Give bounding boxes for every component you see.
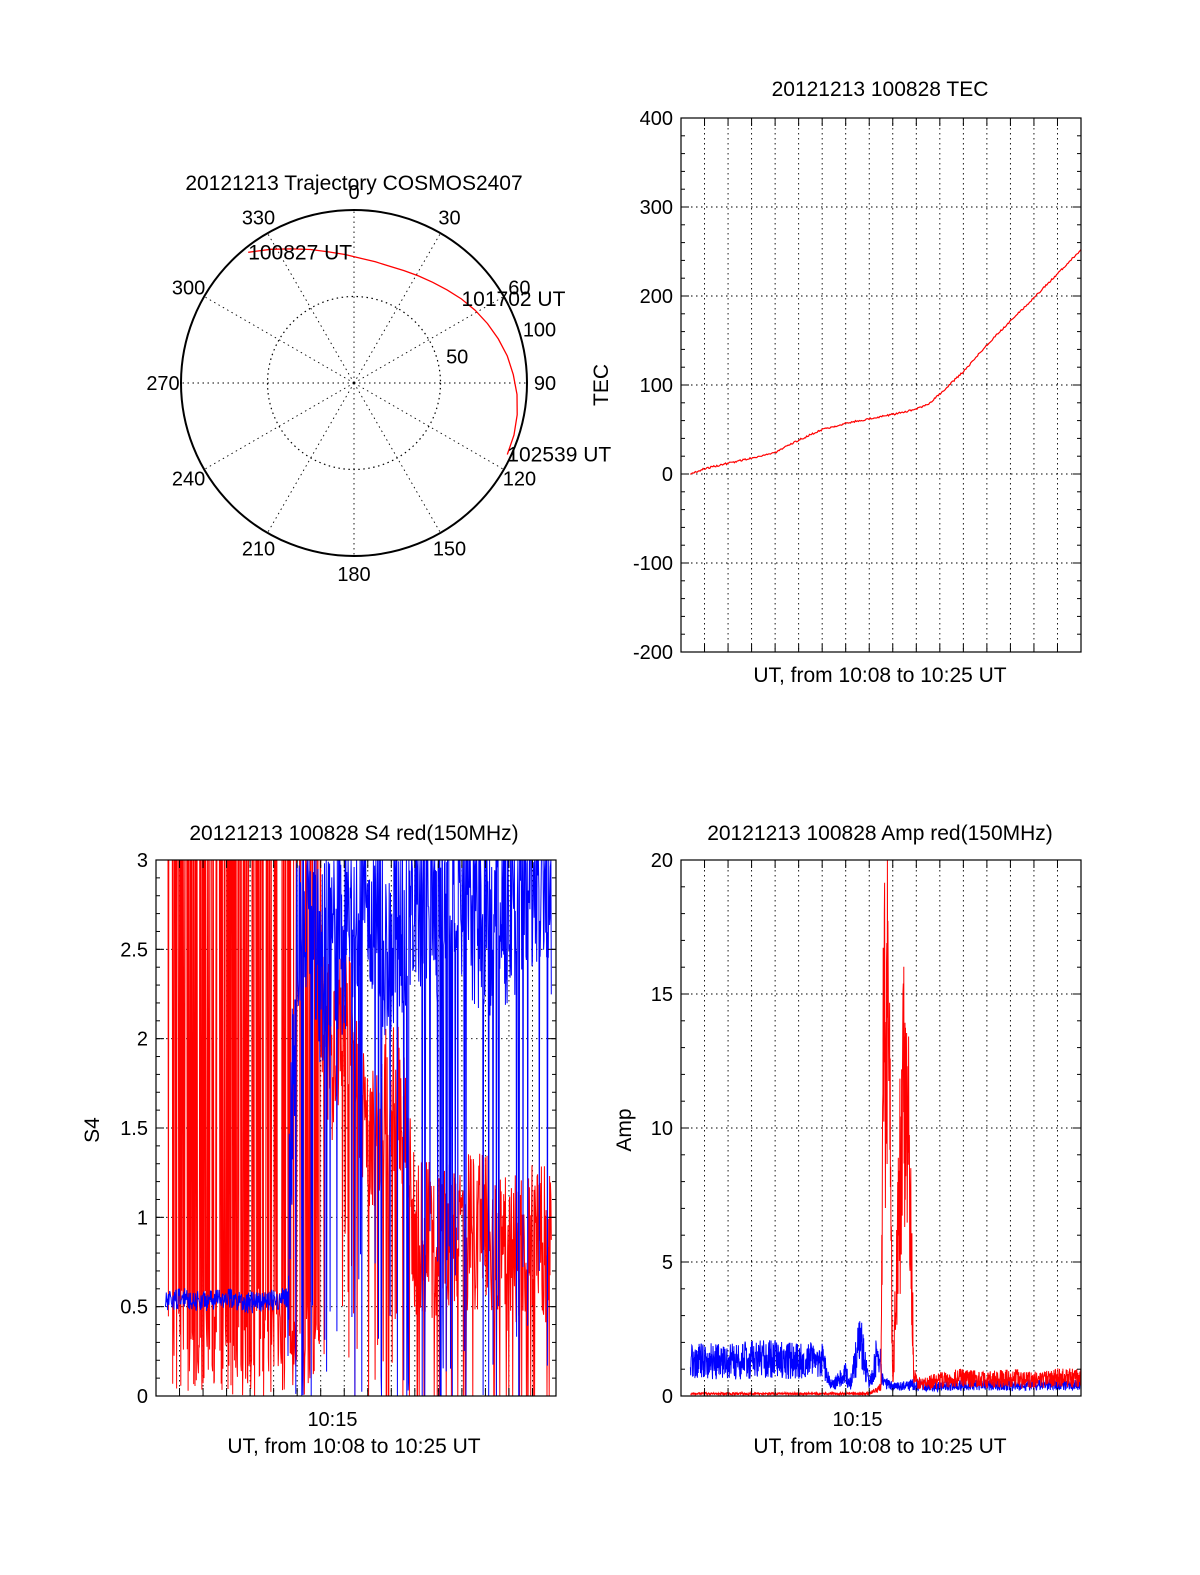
polar-angle-label: 90 [534,373,556,395]
y-tick-label: 20 [651,850,673,872]
s4-title: 20121213 100828 S4 red(150MHz) [189,822,518,845]
y-tick-label: 1.5 [120,1118,148,1140]
trajectory-line [248,248,518,455]
tec-xlabel: UT, from 10:08 to 10:25 UT [753,664,1006,687]
trajectory-time-label: 102539 UT [507,444,611,467]
polar-trajectory [248,248,518,455]
y-tick-label: 2 [137,1029,148,1051]
y-tick-label: 3 [137,850,148,872]
s4-ticks: 0 0.5 1 1.5 2 2.5 3 10:15 [120,850,556,1431]
y-tick-label: 15 [651,984,673,1006]
tec-title: 20121213 100828 TEC [772,78,989,101]
polar-angle-label: 270 [146,373,179,395]
amp-title: 20121213 100828 Amp red(150MHz) [707,822,1053,845]
y-tick-label: 10 [651,1118,673,1140]
polar-spoke [203,382,355,470]
amp-ylabel: Amp [613,1108,636,1151]
x-tick-label: 10:15 [832,1409,882,1431]
polar-angle-label: 30 [438,208,460,230]
polar-spoke [267,232,355,384]
s4-panel: 20121213 100828 S4 red(150MHz) 0 0.5 1 1.5 2… [81,822,557,1458]
polar-spoke [353,296,505,384]
y-tick-label: 100 [640,375,673,397]
tec-series [690,249,1082,475]
y-tick-label: -100 [633,553,673,575]
tec-ylabel: TEC [590,364,613,406]
series-line [690,249,1082,475]
trajectory-time-label: 101702 UT [462,288,566,311]
polar-angle-label: 240 [172,469,205,491]
polar-ring-label: 50 [446,347,468,369]
tec-ticks: -200 -100 0 100 200 300 400 [633,108,1081,664]
s4-xlabel: UT, from 10:08 to 10:25 UT [227,1435,480,1458]
y-tick-label: 1 [137,1207,148,1229]
trajectory-time-label: 100827 UT [248,241,352,264]
polar-spoke [353,382,441,534]
polar-angle-label: 210 [242,538,275,560]
polar-angle-labels: 0 30 60 90 120 150 180 210 240 270 300 330 [146,182,556,586]
x-tick-label: 10:15 [307,1409,357,1431]
polar-spoke [353,382,505,470]
trajectory-polar-panel: 20121213 Trajectory COSMOS2407 0 30 60 90 12… [146,172,611,586]
polar-angle-label: 120 [503,469,536,491]
polar-angle-label: 180 [337,564,370,586]
polar-angle-label: 60 [508,278,530,300]
polar-angle-label: 330 [242,208,275,230]
y-tick-label: 400 [640,108,673,130]
polar-ring-labels: 50 100 [446,320,556,369]
y-tick-label: 0.5 [120,1297,148,1319]
y-tick-label: 200 [640,286,673,308]
y-tick-label: 300 [640,197,673,219]
polar-angle-label: 0 [348,182,359,204]
polar-title: 20121213 Trajectory COSMOS2407 [185,172,522,195]
y-tick-label: 0 [662,1386,673,1408]
polar-annotations: 100827 UT 101702 UT 102539 UT [248,241,611,466]
polar-angle-label: 300 [172,278,205,300]
polar-spoke [353,232,441,384]
amp-panel: 20121213 100828 Amp red(150MHz) 0 5 10 15 20… [613,822,1082,1458]
y-tick-label: 0 [662,464,673,486]
polar-spoke [267,382,355,534]
polar-ring-label: 100 [523,320,556,342]
series-line [690,859,1082,1397]
y-tick-label: 5 [662,1252,673,1274]
y-tick-label: 2.5 [120,939,148,961]
s4-ylabel: S4 [81,1117,104,1143]
tec-grid [681,118,1081,652]
amp-grid [681,860,1081,1396]
amp-series [689,859,1082,1397]
amp-ticks: 0 5 10 15 20 10:15 [651,850,1081,1431]
polar-grid [180,209,528,557]
polar-spoke [203,296,355,384]
tec-panel: 20121213 100828 TEC -200 -100 0 100 200 300 40… [590,78,1082,687]
polar-outer-ring [180,209,528,557]
polar-angle-label: 150 [433,538,466,560]
y-tick-label: -200 [633,642,673,664]
y-tick-label: 0 [137,1386,148,1408]
amp-xlabel: UT, from 10:08 to 10:25 UT [753,1435,1006,1458]
